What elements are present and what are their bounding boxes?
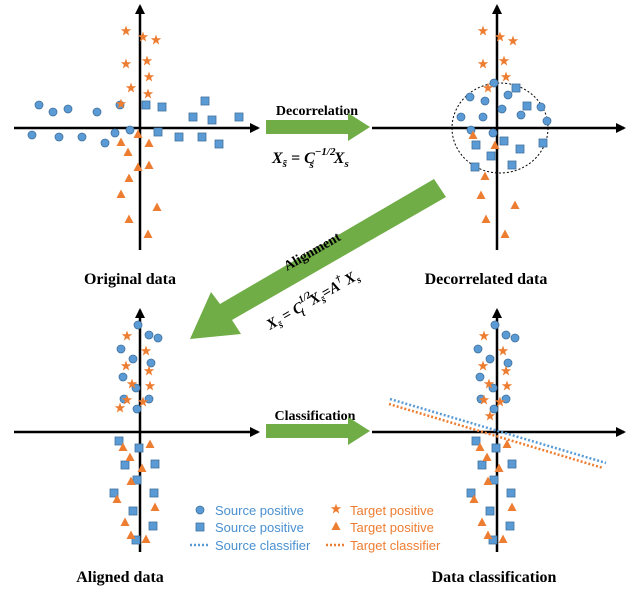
star-marker-icon [330, 503, 342, 514]
decorrelation-arrow [266, 113, 370, 141]
legend-target-triangle: Target positive [350, 520, 434, 535]
points-decorrelated [456, 25, 552, 238]
decorrelation-equation: Xs̃ = C−1/2 s Xs [271, 146, 349, 171]
source-classifier-line [389, 397, 607, 465]
panel-original: Original data [14, 4, 260, 288]
circle-marker-icon [195, 505, 205, 515]
triangle-marker-icon [331, 521, 341, 530]
legend-target-classifier: Target classifier [350, 538, 441, 553]
legend-source-square: Source positive [215, 520, 304, 535]
alignment-equation: Xs̃ = C1/2tXs̃=A†Xs [261, 264, 364, 337]
whitened-circle [451, 82, 549, 174]
alignment-arrow [190, 179, 446, 339]
legend-source-classifier: Source classifier [215, 538, 311, 553]
decorrelation-label: Decorrelation [276, 104, 358, 119]
caption-aligned: Aligned data [76, 569, 164, 586]
legend-target-star: Target positive [350, 503, 434, 518]
caption-classified: Data classification [432, 569, 557, 586]
square-marker-icon [195, 522, 205, 532]
panel-decorrelated: Decorrelated data [372, 4, 626, 288]
step-decorrelation: Decorrelation Xs̃ = C−1/2 s Xs [266, 104, 370, 171]
step-alignment: Alignment Xs̃ = C1/2tXs̃=A†Xs [190, 179, 446, 339]
panel-aligned: Aligned data [14, 308, 260, 586]
target-classifier-line [388, 402, 604, 470]
panel-classified: Data classification [372, 308, 626, 586]
classification-label: Classification [275, 409, 356, 424]
caption-original: Original data [84, 271, 176, 288]
legend: Source positive Source positive Source c… [190, 503, 441, 553]
caption-decorrelated: Decorrelated data [425, 271, 548, 288]
points-original [27, 25, 244, 238]
legend-source-circle: Source positive [215, 503, 304, 518]
classification-arrow [266, 417, 370, 445]
step-classification: Classification [266, 409, 370, 445]
